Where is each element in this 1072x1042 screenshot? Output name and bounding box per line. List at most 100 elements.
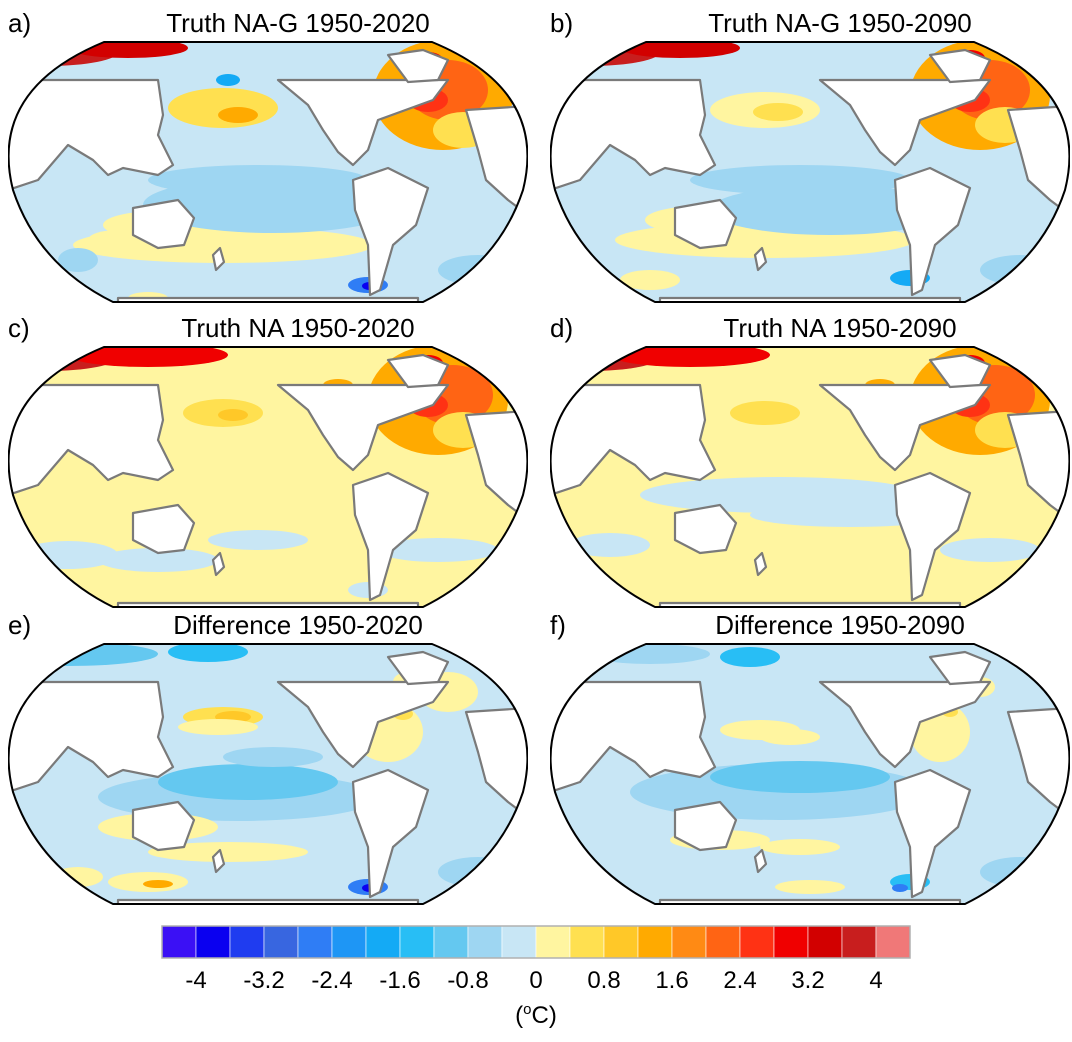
colorbar-box: [433, 925, 469, 959]
anomaly-patch: [980, 255, 1060, 285]
colorbar-tick-label: -4: [185, 967, 207, 994]
australia-landmass: [673, 800, 738, 852]
colorbar-box: [603, 925, 639, 959]
map-border: [550, 643, 1070, 905]
anomaly-patch: [158, 764, 338, 800]
anomaly-patch: [710, 185, 950, 235]
africa-landmass: [1006, 409, 1070, 522]
map-border: [8, 643, 528, 905]
colorbar-tick-label: 3.2: [791, 967, 825, 994]
colorbar-box: [841, 925, 877, 959]
anomaly-patch: [710, 761, 890, 793]
panel-title: Difference 1950-2020: [173, 610, 423, 640]
panel-b: b) Truth NA-G 1950-2090: [550, 6, 1070, 306]
map-diff-2090: [550, 643, 1070, 905]
anomaly-patch: [590, 644, 710, 664]
africa-landmass: [1006, 706, 1070, 819]
colorbar-box: [263, 925, 299, 959]
colorbar-box: [637, 925, 673, 959]
colorbar-box: [671, 925, 707, 959]
colorbar-tick-label: -1.6: [379, 967, 421, 994]
panel-c: c) Truth NA 1950-2020: [8, 311, 528, 611]
colorbar-tick-label: 2.4: [723, 967, 757, 994]
anomaly-patch: [58, 248, 98, 272]
south-america-landmass: [893, 768, 972, 899]
map-nag-2090: [550, 41, 1070, 303]
greenland-landmass: [386, 48, 450, 84]
panel-title: Truth NA-G 1950-2020: [166, 8, 430, 38]
panel-title: Truth NA-G 1950-2090: [708, 8, 972, 38]
anomaly-patch: [438, 857, 518, 887]
greenland-landmass: [928, 650, 992, 686]
anomaly-patch: [760, 839, 840, 855]
panel-label: b): [550, 8, 574, 38]
colorbar-box: [501, 925, 537, 959]
colorbar-box: [399, 925, 435, 959]
colorbar-boxes: [161, 925, 911, 959]
anomaly-patch: [892, 884, 908, 892]
anomaly-patch: [18, 541, 118, 569]
colorbar-tick-label: -0.8: [447, 967, 489, 994]
anomaly-patch: [98, 548, 218, 572]
australia-landmass: [131, 800, 196, 852]
panel-e: e) Difference 1950-2020: [8, 608, 528, 908]
new-zealand-landmass: [753, 848, 768, 874]
panel-label: f): [550, 610, 566, 640]
colorbar-box: [161, 925, 197, 959]
new-zealand-landmass: [211, 551, 226, 577]
panel-f: f) Difference 1950-2090: [550, 608, 1070, 908]
anomaly-patch: [610, 347, 770, 367]
africa-landmass: [464, 104, 528, 217]
panel-d: d) Truth NA 1950-2090: [550, 311, 1070, 611]
north-america-landmass: [818, 78, 992, 167]
south-america-landmass: [351, 166, 430, 297]
colorbar-box: [773, 925, 809, 959]
colorbar-tick-label: -3.2: [243, 967, 285, 994]
map-border: [8, 346, 528, 608]
asia-landmass: [550, 78, 717, 192]
colorbar-tick-label: -2.4: [311, 967, 353, 994]
anomaly-patch: [218, 107, 258, 123]
colorbar-box: [875, 925, 911, 959]
anomaly-patch: [980, 857, 1060, 887]
anomaly-patch: [720, 647, 780, 667]
colorbar-box: [195, 925, 231, 959]
map-na-2020: [8, 346, 528, 608]
anomaly-patch: [168, 88, 278, 128]
anomaly-patch: [218, 409, 248, 421]
anomaly-patch: [730, 401, 800, 425]
colorbar-tick-label: 0: [529, 967, 543, 994]
south-america-landmass: [351, 768, 430, 899]
asia-landmass: [8, 383, 175, 497]
panel-label: a): [8, 8, 32, 38]
anomaly-patch: [760, 729, 820, 745]
africa-landmass: [464, 409, 528, 522]
anomaly-patch: [775, 880, 845, 894]
map-border: [550, 346, 1070, 608]
north-america-landmass: [276, 78, 450, 167]
colorbar-box: [467, 925, 503, 959]
panel-title: Truth NA 1950-2090: [723, 313, 957, 343]
colorbar-tick-label: 1.6: [655, 967, 689, 994]
anomaly-patch: [940, 538, 1040, 562]
greenland-landmass: [928, 48, 992, 84]
panel-label: d): [550, 313, 574, 343]
anomaly-patch: [68, 347, 228, 367]
colorbar-box: [365, 925, 401, 959]
anomaly-patch: [753, 103, 803, 121]
anomaly-patch: [168, 644, 248, 662]
australia-landmass: [131, 198, 196, 250]
anomaly-patch: [438, 255, 518, 285]
australia-landmass: [673, 503, 738, 555]
anomaly-patch: [570, 533, 650, 557]
map-nag-2020: [8, 41, 528, 303]
anomaly-patch: [143, 880, 173, 888]
colorbar-tick-label: 0.8: [587, 967, 621, 994]
anomaly-patch: [53, 867, 103, 887]
africa-landmass: [464, 706, 528, 819]
colorbar-outline: [161, 925, 911, 959]
asia-landmass: [8, 78, 175, 192]
panel-title: Truth NA 1950-2020: [181, 313, 415, 343]
south-america-landmass: [893, 471, 972, 602]
anomaly-patch: [148, 165, 368, 195]
